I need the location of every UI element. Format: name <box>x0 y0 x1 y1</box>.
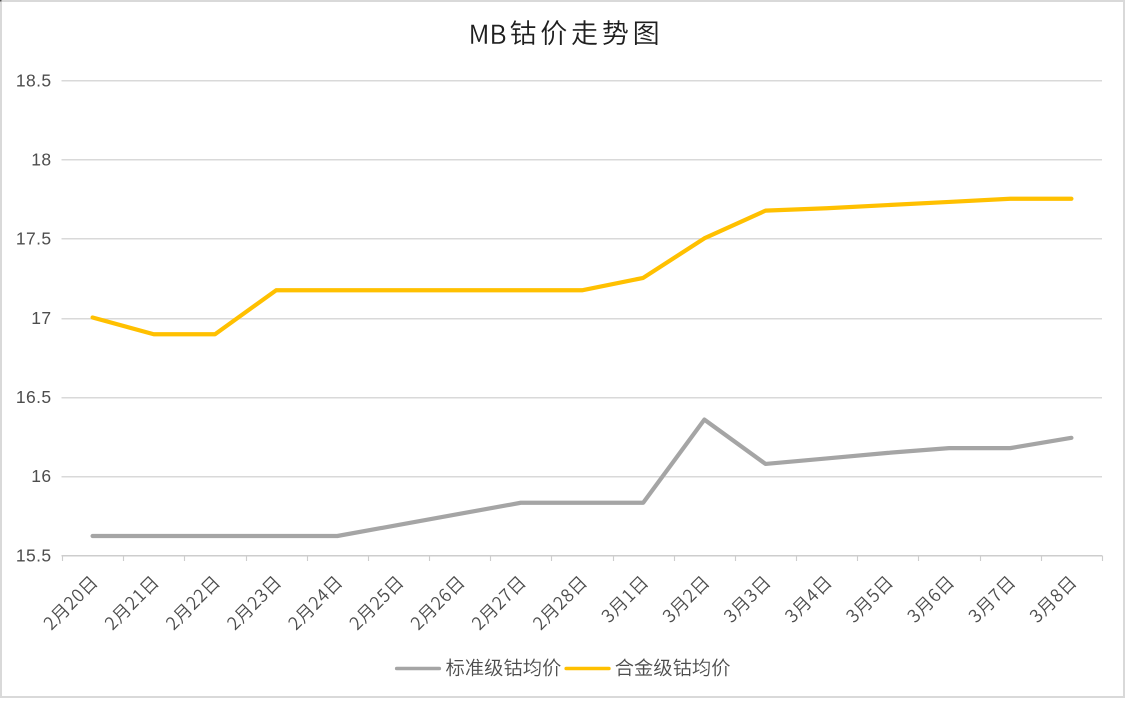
svg-text:18.5: 18.5 <box>16 70 52 90</box>
svg-text:18: 18 <box>31 149 51 169</box>
svg-text:16: 16 <box>31 466 51 486</box>
svg-text:17.5: 17.5 <box>16 229 52 249</box>
svg-text:15.5: 15.5 <box>16 545 52 565</box>
svg-text:16.5: 16.5 <box>16 387 52 407</box>
svg-text:17: 17 <box>31 308 51 328</box>
